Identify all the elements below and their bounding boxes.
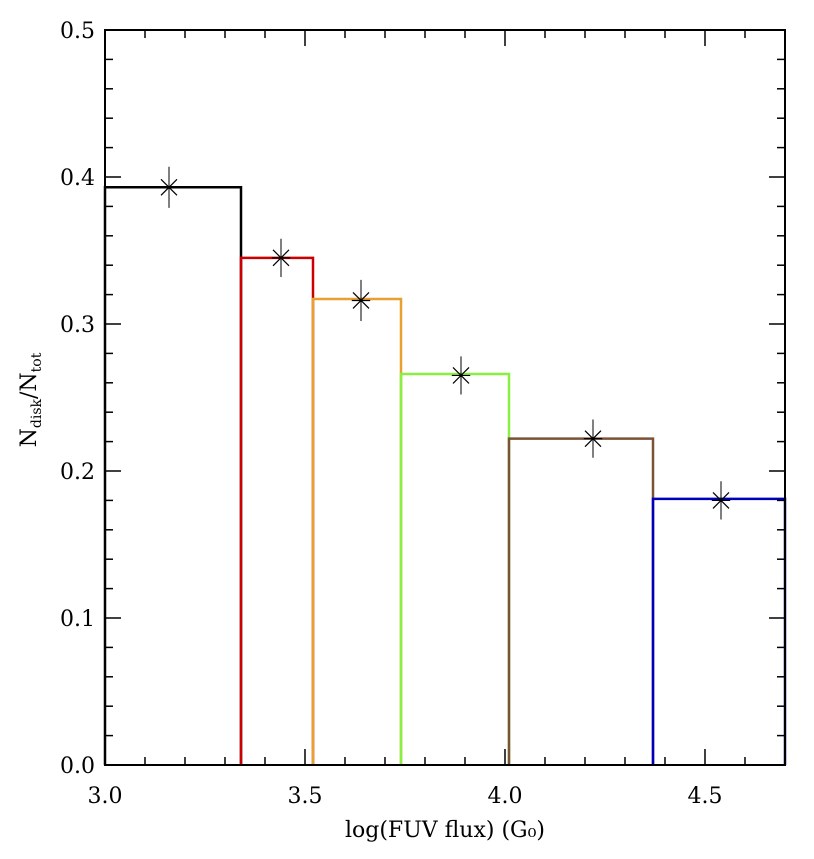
x-tick-label: 4.0 [488, 784, 523, 809]
data-point-4 [583, 419, 603, 458]
points-layer [159, 166, 731, 520]
bars-layer [103, 186, 787, 765]
y-label-n2: N [17, 372, 42, 391]
histogram-bin-2 [311, 297, 403, 765]
data-point-0 [159, 166, 179, 208]
histogram-bin-3 [399, 372, 511, 765]
x-tick-label: 3.5 [288, 784, 323, 809]
x-tick-label: 3.0 [88, 784, 123, 809]
y-label-slash: / [17, 391, 42, 399]
x-tick-label: 4.5 [688, 784, 723, 809]
y-label-sub2: tot [29, 352, 45, 372]
ticklabels-layer: 3.0 3.5 4.0 4.5 0.0 0.1 0.2 0.3 0.4 0.5 [60, 19, 723, 809]
y-label-n1: N [17, 428, 42, 447]
histogram-bin-4 [507, 437, 655, 765]
data-point-5 [711, 481, 731, 520]
x-axis-label: log(FUV flux) (G₀) [345, 818, 545, 843]
y-axis-label: Ndisk/Ntot [17, 352, 45, 447]
y-label-sub1: disk [29, 398, 45, 428]
histogram-bin-5 [651, 497, 787, 765]
y-tick-label: 0.0 [60, 754, 95, 779]
y-tick-label: 0.1 [60, 607, 95, 632]
plot-frame [104, 29, 786, 766]
data-point-2 [351, 279, 371, 322]
y-tick-label: 0.2 [60, 460, 95, 485]
y-tick-label: 0.4 [60, 166, 95, 191]
data-point-1 [271, 238, 291, 277]
ticks-layer [104, 29, 786, 766]
y-tick-label: 0.3 [60, 313, 95, 338]
y-tick-label: 0.5 [60, 19, 95, 44]
histogram-bin-1 [239, 256, 315, 765]
data-point-3 [451, 356, 471, 395]
histogram-bin-0 [103, 186, 243, 765]
